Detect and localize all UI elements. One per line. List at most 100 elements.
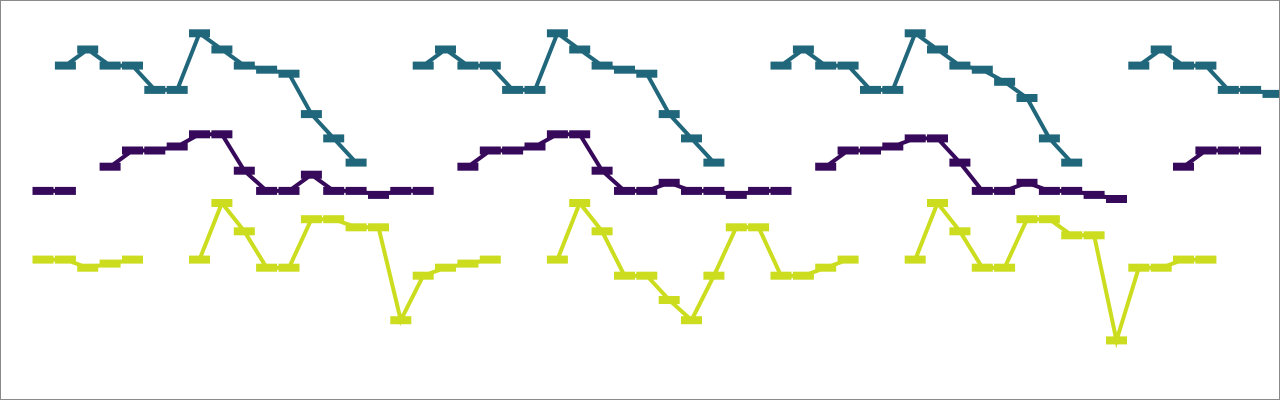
series-1-point: [233, 61, 255, 70]
series-2-point: [569, 130, 591, 139]
series-2-point: [1240, 146, 1262, 155]
series-2-point: [860, 146, 881, 155]
series-1-point: [412, 61, 434, 70]
series-1-point: [1262, 89, 1279, 98]
series-3-point: [994, 263, 1016, 272]
series-2-point: [323, 186, 345, 195]
series-1-point: [1240, 85, 1262, 94]
series-1-line-segment: [422, 30, 716, 164]
series-2-point: [882, 142, 904, 151]
series-3-point: [1150, 263, 1172, 272]
series-3-point: [77, 263, 99, 272]
series-3-point: [1038, 215, 1060, 224]
series-2-point: [591, 166, 613, 175]
series-3-point: [636, 271, 658, 280]
series-1-point: [211, 45, 233, 54]
series-3-point: [189, 255, 210, 264]
series-3-point: [1016, 215, 1038, 224]
series-2-point: [770, 186, 792, 195]
series-1-point: [1150, 45, 1172, 54]
series-2-point: [971, 186, 993, 195]
series-2-point: [233, 166, 255, 175]
series-1-point: [54, 61, 76, 70]
series-1-point: [591, 61, 613, 70]
series-2-point: [1106, 195, 1127, 203]
series-3-point: [591, 227, 613, 236]
series-2-point: [815, 162, 837, 171]
series-3-point: [1083, 231, 1105, 240]
series-3-point: [1128, 263, 1150, 272]
series-3-point: [703, 271, 725, 280]
series-2-line-segment: [108, 132, 424, 197]
series-2-point: [99, 162, 121, 171]
series-2: [32, 130, 1262, 203]
series-1-point: [99, 61, 121, 70]
series-3: [32, 199, 1217, 349]
series-3-point: [927, 199, 948, 207]
series-1-point: [323, 134, 345, 143]
series-3-point: [211, 199, 233, 207]
series-3-point: [770, 271, 792, 280]
series-1-point: [457, 61, 479, 70]
series-1-point: [300, 110, 322, 119]
series-3-point: [837, 255, 859, 264]
series-1: [54, 29, 1279, 167]
series-1-point: [1217, 85, 1239, 94]
series-1-point: [569, 45, 591, 54]
series-1-point: [860, 85, 881, 94]
series-3-point: [1173, 255, 1194, 264]
series-2-point: [1061, 186, 1083, 195]
series-1-point: [882, 85, 904, 94]
series-2-point: [837, 146, 859, 155]
series-3-point: [614, 271, 635, 280]
series-3-point: [792, 271, 814, 280]
series-1-point: [703, 158, 725, 167]
series-1-point: [345, 158, 367, 167]
series-3-point: [300, 215, 322, 224]
series-3-point: [233, 227, 255, 236]
series-2-point: [1083, 190, 1105, 199]
series-2-point: [904, 134, 926, 143]
series-3-point: [457, 259, 479, 268]
series-3-point: [971, 263, 993, 272]
series-2-point: [32, 186, 54, 195]
series-3-point: [725, 223, 747, 232]
series-1-point: [770, 61, 792, 70]
series-1-point: [1195, 61, 1217, 70]
series-3-point: [904, 255, 926, 264]
series-1-point: [144, 85, 166, 94]
series-3-point: [99, 259, 121, 268]
series-3-point: [345, 223, 367, 232]
series-1-line-segment: [64, 30, 358, 164]
series-2-point: [524, 142, 546, 151]
series-2-point: [300, 170, 322, 179]
series-2-line-segment: [1182, 148, 1251, 169]
series-3-point: [569, 199, 591, 207]
series-3-point: [256, 263, 278, 272]
series-2-line-segment: [466, 132, 781, 197]
series-1-point: [949, 61, 971, 70]
series-3-point: [122, 255, 143, 264]
series-1-point: [479, 61, 501, 70]
series-1-point: [166, 85, 188, 94]
series-2-point: [278, 186, 300, 195]
series-2-point: [189, 130, 210, 139]
series-3-point: [479, 255, 501, 264]
series-1-point: [122, 61, 143, 70]
series-2-point: [166, 142, 188, 151]
series-1-point: [681, 134, 702, 143]
series-2-point: [1195, 146, 1217, 155]
series-3-line-segment: [197, 199, 491, 326]
series-1-point: [904, 29, 926, 38]
series-1-point: [1038, 134, 1060, 143]
series-2-point: [614, 186, 635, 195]
series-2-point: [457, 162, 479, 171]
series-2-point: [658, 178, 680, 187]
series-3-point: [1195, 255, 1217, 264]
series-1-point: [792, 45, 814, 54]
series-3-point: [435, 263, 456, 272]
series-1-point: [994, 77, 1016, 86]
series-2-point: [703, 186, 725, 195]
